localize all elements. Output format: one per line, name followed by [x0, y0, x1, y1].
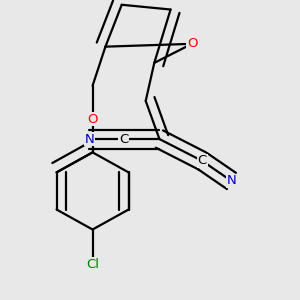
- Text: O: O: [187, 37, 197, 50]
- Text: N: N: [226, 175, 236, 188]
- Text: C: C: [119, 133, 128, 146]
- Text: Cl: Cl: [86, 258, 99, 271]
- Text: N: N: [84, 133, 94, 146]
- Text: O: O: [87, 112, 98, 125]
- Text: C: C: [198, 154, 207, 167]
